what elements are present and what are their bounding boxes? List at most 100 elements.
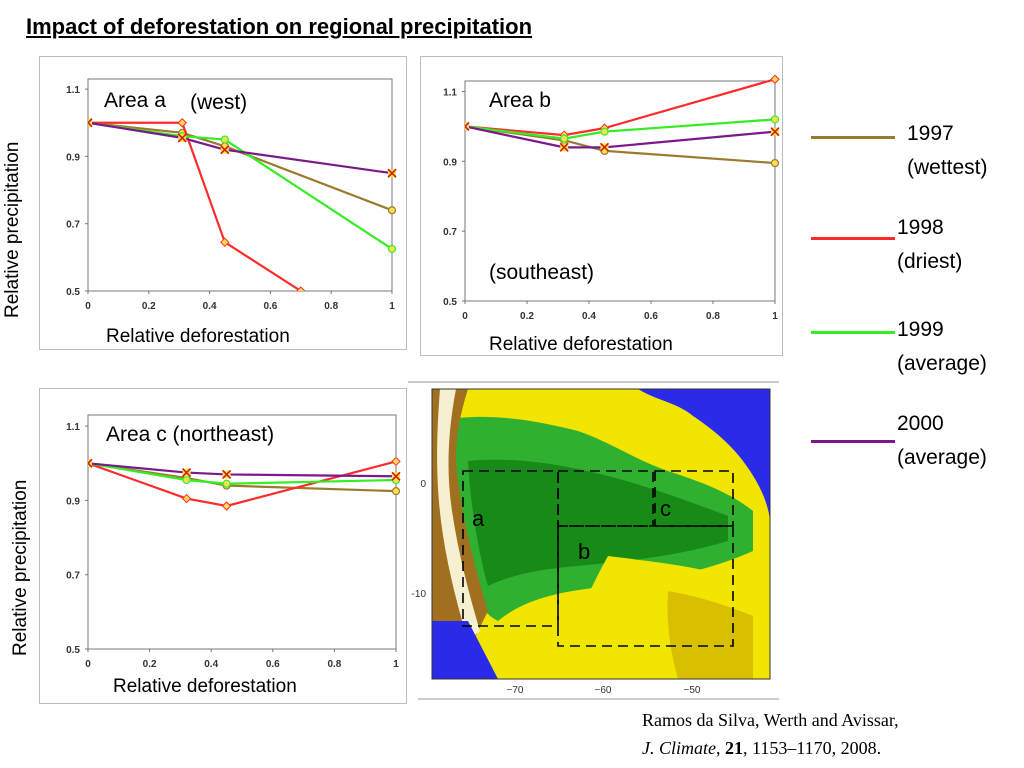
map-field xyxy=(432,389,770,679)
region-label-c: c xyxy=(660,496,671,521)
chart-area-a: 0.5 0.7 0.9 1.1 0 0.2 0.4 0.6 0.8 1 Area a (west) xyxy=(66,78,397,312)
legend-swatch-1997 xyxy=(811,136,895,139)
chart-area-c: 0.5 0.7 0.9 1.1 0 0.2 0.4 0.6 0.8 1 Area c (northe… xyxy=(66,414,401,670)
citation-pages-year: , 1153–1170, 2008. xyxy=(743,738,882,758)
legend-year-1999: 1999 xyxy=(897,318,944,341)
citation: Ramos da Silva, Werth and Avissar, J. Cl… xyxy=(642,706,899,762)
area-label-b: Area b xyxy=(489,89,551,112)
area-sublabel-a: (west) xyxy=(190,91,247,114)
x-tick-label: 0.8 xyxy=(327,659,341,670)
y-tick-label: 0.7 xyxy=(66,220,80,231)
citation-source: J. Climate, 21, 1153–1170, 2008. xyxy=(642,734,899,762)
y-tick-label: 1.1 xyxy=(443,87,457,98)
data-point-1999 xyxy=(560,134,569,143)
data-point-1999 xyxy=(387,244,397,254)
y-tick-label: 0.7 xyxy=(443,227,457,238)
data-point-1999 xyxy=(182,475,191,485)
series-line-1999 xyxy=(88,462,397,485)
x-tick-label: 1 xyxy=(393,659,399,670)
data-point-1998 xyxy=(220,237,230,247)
series-line-1999 xyxy=(465,118,776,140)
data-point-1999 xyxy=(222,479,231,488)
data-point-2000 xyxy=(88,458,93,468)
area-label-a: Area a xyxy=(104,89,166,112)
x-axis-label-b: Relative deforestation xyxy=(489,334,673,355)
legend-year-1998: 1998 xyxy=(897,216,944,239)
data-point-2000 xyxy=(220,145,230,155)
data-point-2000 xyxy=(222,469,232,479)
y-tick-label: 0.5 xyxy=(443,297,457,308)
lon-tick-minus50: −50 xyxy=(684,685,701,696)
y-axis-label-c: Relative precipitation xyxy=(10,479,31,656)
legend-desc-2000: (average) xyxy=(897,446,987,469)
x-tick-label: 0.2 xyxy=(520,311,534,322)
chart-area-b: 0.5 0.7 0.9 1.1 0 0.2 0.4 0.6 0.8 1 Area b (southea… xyxy=(443,74,780,322)
x-tick-label: 0.6 xyxy=(266,659,280,670)
series-line-1998 xyxy=(465,78,776,137)
x-tick-label: 0 xyxy=(85,301,91,312)
y-tick-label: 0.7 xyxy=(66,571,80,582)
citation-journal: J. Climate xyxy=(642,738,716,758)
x-tick-label: 0.6 xyxy=(263,301,277,312)
region-box-c xyxy=(654,470,734,527)
plot-frame-c xyxy=(87,414,397,650)
x-tick-label: 0.6 xyxy=(644,311,658,322)
x-tick-label: 0.4 xyxy=(204,659,218,670)
x-tick-label: 1 xyxy=(772,311,778,322)
series-line-1998 xyxy=(88,121,302,291)
y-axis-label-a: Relative precipitation xyxy=(2,141,23,318)
region-label-b: b xyxy=(578,539,590,564)
data-point-2000 xyxy=(391,471,401,481)
data-point-1998 xyxy=(221,501,232,511)
data-point-1999 xyxy=(600,127,609,136)
x-tick-label: 0.2 xyxy=(142,301,156,312)
data-point-1998 xyxy=(770,74,780,84)
legend-desc-1997: (wettest) xyxy=(907,156,988,179)
legend-year-1997: 1997 xyxy=(907,122,954,145)
data-point-1997 xyxy=(387,206,397,215)
region-box-b xyxy=(557,525,734,647)
data-point-1998 xyxy=(296,286,306,291)
y-tick-label: 0.9 xyxy=(66,152,80,163)
series-line-1998 xyxy=(88,460,397,508)
data-point-2000 xyxy=(599,142,610,152)
x-tick-label: 0 xyxy=(462,311,468,322)
data-point-2000 xyxy=(559,142,569,152)
series-1999-a xyxy=(88,118,397,254)
x-axis-label-a: Relative deforestation xyxy=(106,326,290,347)
pacific-south xyxy=(432,621,498,679)
chart-panel-area-c: 0.5 0.7 0.9 1.1 0 0.2 0.4 0.6 0.8 1 Area c (northe… xyxy=(39,388,407,704)
page-title: Impact of deforestation on regional prec… xyxy=(26,14,533,39)
series-line-1999 xyxy=(88,121,393,250)
legend-year-2000: 2000 xyxy=(897,412,944,435)
legend-desc-1998: (driest) xyxy=(897,250,963,273)
series-1998-a xyxy=(88,118,306,291)
data-point-1999 xyxy=(220,135,229,144)
data-point-1998 xyxy=(177,118,187,128)
data-point-2000 xyxy=(181,468,192,478)
data-point-1997 xyxy=(391,487,401,496)
legend-swatch-1999 xyxy=(811,331,895,334)
citation-authors: Ramos da Silva, Werth and Avissar, xyxy=(642,710,899,730)
legend-swatch-2000 xyxy=(811,440,895,443)
legend-desc-1999: (average) xyxy=(897,352,987,375)
series-2000-b xyxy=(465,121,780,152)
land-ochre xyxy=(667,591,753,679)
series-line-2000 xyxy=(88,121,393,175)
data-point-1998 xyxy=(391,456,401,467)
series-line-2000 xyxy=(88,462,397,478)
lon-tick-minus60: −60 xyxy=(595,685,612,696)
citation-sep: , xyxy=(716,738,725,758)
series-2000-c xyxy=(88,458,401,481)
citation-volume: 21 xyxy=(725,738,743,758)
map-frame xyxy=(431,388,771,680)
x-axis-label-c: Relative deforestation xyxy=(113,676,297,697)
region-box-a xyxy=(462,470,559,627)
land-dark-green xyxy=(468,459,728,586)
series-line-1997 xyxy=(88,121,393,212)
y-tick-label: 0.5 xyxy=(66,645,80,656)
y-tick-label: 1.1 xyxy=(66,85,80,96)
x-tick-label: 0.8 xyxy=(706,311,720,322)
region-label-a: a xyxy=(472,506,485,531)
data-point-2000 xyxy=(177,133,187,143)
